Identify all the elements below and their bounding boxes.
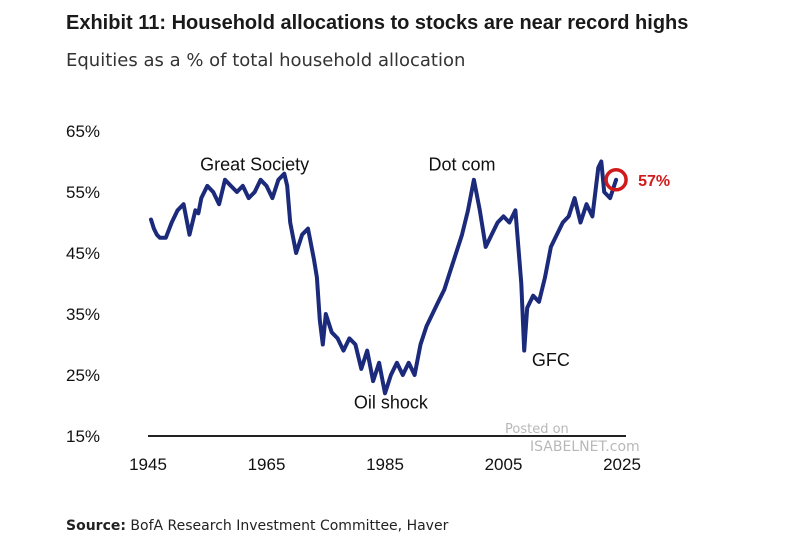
- watermark-line-1: Posted on: [505, 422, 569, 437]
- chart-title: Exhibit 11: Household allocations to sto…: [66, 12, 689, 34]
- watermark-line-2: ISABELNET.com: [530, 439, 640, 455]
- y-tick-label: 65%: [66, 122, 100, 141]
- y-axis-ticks: 15% 25% 35% 45% 55% 65%: [66, 122, 100, 446]
- y-tick-label: 55%: [66, 183, 100, 202]
- callout-label: 57%: [638, 173, 670, 190]
- source-note: Source: BofA Research Investment Committ…: [66, 518, 448, 534]
- series-line: [149, 159, 619, 396]
- source-text: BofA Research Investment Committee, Have…: [130, 518, 449, 534]
- chart-subtitle: Equities as a % of total household alloc…: [66, 50, 466, 71]
- x-tick-label: 2025: [603, 455, 641, 474]
- y-tick-label: 25%: [66, 366, 100, 385]
- y-tick-label: 45%: [66, 244, 100, 263]
- annotation-label: Oil shock: [354, 393, 429, 413]
- y-tick-label: 15%: [66, 427, 100, 446]
- x-axis-ticks: 1945 1965 1985 2005 2025: [129, 455, 641, 474]
- annotations: Great Society Dot com Oil shock GFC: [200, 155, 570, 413]
- annotation-label: Dot com: [429, 155, 496, 175]
- annotation-label: GFC: [532, 350, 570, 370]
- x-tick-label: 2005: [485, 455, 523, 474]
- callout: 57%: [604, 168, 670, 192]
- x-tick-label: 1985: [366, 455, 404, 474]
- y-tick-label: 35%: [66, 305, 100, 324]
- x-tick-label: 1945: [129, 455, 167, 474]
- watermark: Posted on ISABELNET.com: [505, 422, 640, 455]
- x-tick-label: 1965: [248, 455, 286, 474]
- annotation-label: Great Society: [200, 155, 309, 175]
- source-label: Source:: [66, 518, 126, 534]
- callout-circle: [604, 168, 628, 192]
